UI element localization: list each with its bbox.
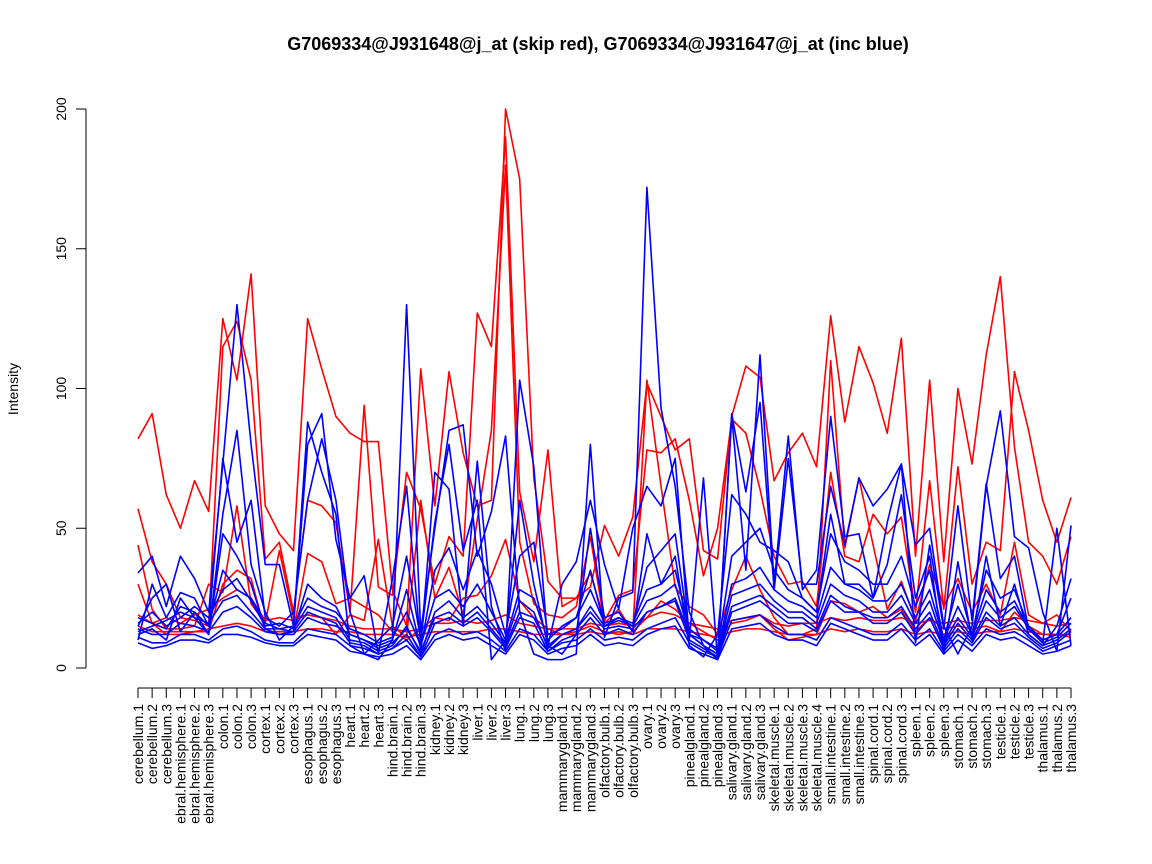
x-tick-label: ovary.1 [639,704,655,749]
x-tick-label: olfactory.bulb.3 [625,704,641,798]
x-tick-label: colon.3 [243,704,259,749]
x-tick-label: lung.3 [540,704,556,742]
series-layer [137,108,1072,661]
y-tick-label: 150 [53,237,69,261]
x-tick-label: heart.1 [342,704,358,748]
x-tick-label: small.intestine.3 [851,704,867,805]
x-tick-label: hind.brain.3 [413,704,429,777]
x-tick-label: cerebellum.3 [158,704,174,784]
x-tick-label: liver.3 [498,704,514,741]
x-tick-label: salivary.gland.3 [752,704,768,800]
chart-title: G7069334@J931648@j_at (skip red), G70693… [287,34,909,54]
x-tick-label: heart.3 [370,704,386,748]
x-tick-label: cortex.1 [257,704,273,754]
series-line-inc-8 [137,614,1072,658]
x-tick-label: lung.1 [512,704,528,742]
x-tick-label: mammarygland.3 [582,704,598,812]
x-tick-label: spleen.2 [922,704,938,757]
x-tick-label: pinealgland.3 [710,704,726,788]
x-tick-label: esophagus.2 [314,704,330,784]
x-tick-label: stomach.1 [950,704,966,769]
x-tick-label: skeletal.muscle.1 [766,704,782,812]
y-axis: 0 50 100 150 200 [53,97,87,672]
series-line-skip-1 [137,108,1072,627]
x-tick-label: stomach.2 [964,704,980,769]
x-tick-label: mammarygland.1 [554,704,570,812]
x-axis: cerebellum.1cerebellum.2cerebellum.3ebra… [130,687,1079,824]
x-tick-label: testicle.2 [1006,704,1022,759]
x-tick-label: hind.brain.1 [384,704,400,777]
x-tick-label: cortex.3 [286,704,302,754]
x-tick-label: spleen.1 [908,704,924,757]
x-tick-label: olfactory.bulb.2 [611,704,627,798]
x-tick-label: hind.brain.2 [399,704,415,777]
x-tick-label: skeletal.muscle.4 [809,704,825,812]
x-tick-label: lung.2 [526,704,542,742]
y-tick-label: 100 [53,377,69,401]
x-tick-label: kidney.3 [455,704,471,755]
x-tick-label: skeletal.muscle.2 [780,704,796,812]
x-tick-label: pinealgland.2 [695,704,711,788]
x-tick-label: ebral.hemisphere.2 [187,704,203,824]
y-tick-label: 0 [53,664,69,672]
y-tick-label: 50 [53,520,69,536]
x-tick-label: pinealgland.1 [681,704,697,788]
x-tick-label: cerebellum.2 [144,704,160,784]
x-tick-label: liver.1 [469,704,485,741]
x-tick-label: ovary.2 [653,704,669,749]
x-tick-label: thalamus.3 [1063,704,1079,773]
series-line-inc-6 [137,594,1072,655]
x-tick-label: small.intestine.1 [823,704,839,805]
series-line-inc-10 [137,594,1072,658]
x-tick-label: esophagus.3 [328,704,344,784]
x-tick-label: stomach.3 [978,704,994,769]
x-tick-label: salivary.gland.1 [724,704,740,800]
x-tick-label: mammarygland.2 [568,704,584,812]
series-line-inc-3 [137,438,1072,661]
x-tick-label: liver.2 [483,704,499,741]
x-tick-label: colon.1 [215,704,231,749]
x-tick-label: spinal.cord.1 [865,704,881,784]
series-line-inc-9 [137,577,1072,655]
x-tick-label: kidney.1 [427,704,443,755]
y-axis-label: Intensity [5,363,21,415]
x-tick-label: skeletal.muscle.3 [794,704,810,812]
x-tick-label: testicle.3 [1021,704,1037,759]
x-tick-label: thalamus.1 [1035,704,1051,773]
x-tick-label: ebral.hemisphere.1 [172,704,188,824]
x-tick-label: salivary.gland.2 [738,704,754,800]
x-tick-label: cerebellum.1 [130,704,146,784]
series-line-inc-5 [137,566,1072,653]
x-tick-label: spleen.3 [936,704,952,757]
series-line-inc-1 [137,186,1072,661]
x-tick-label: colon.2 [229,704,245,749]
x-tick-label: spinal.cord.2 [879,704,895,784]
x-tick-label: small.intestine.2 [837,704,853,805]
series-line-inc-7 [137,622,1072,661]
x-tick-label: spinal.cord.3 [893,704,909,784]
x-tick-label: kidney.2 [441,704,457,755]
x-tick-label: testicle.1 [992,704,1008,759]
x-tick-label: ebral.hemisphere.3 [201,704,217,824]
x-tick-label: olfactory.bulb.1 [597,704,613,798]
x-tick-label: ovary.3 [667,704,683,749]
x-tick-label: esophagus.1 [300,704,316,784]
x-tick-label: cortex.2 [271,704,287,754]
x-tick-label: heart.2 [356,704,372,748]
x-tick-label: thalamus.2 [1049,704,1065,773]
y-tick-label: 200 [53,97,69,121]
